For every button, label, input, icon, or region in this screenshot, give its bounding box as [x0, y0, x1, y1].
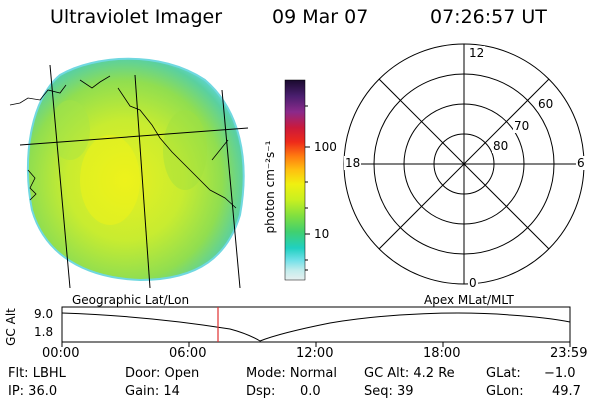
info-seq: Seq: 39	[364, 384, 414, 399]
info-flt: Flt: LBHL	[8, 366, 66, 381]
mlt-label-18: 18	[344, 156, 362, 170]
colorbar-ticks	[305, 105, 310, 271]
timeline-plot	[61, 306, 571, 347]
timeline-right-label: Apex MLat/MLT	[424, 293, 514, 307]
info-glon-label: GLon:	[486, 384, 524, 399]
timeline-xtick-2: 12:00	[296, 346, 334, 361]
timeline-xtick-1: 06:00	[169, 346, 207, 361]
lat-label-70: 70	[513, 119, 531, 133]
info-glat-value: −1.0	[544, 366, 576, 381]
time-label: 07:26:57 UT	[430, 6, 547, 28]
timeline-left-label: Geographic Lat/Lon	[72, 293, 190, 307]
info-gain: Gain: 14	[125, 384, 180, 399]
timeline-xtick-3: 18:00	[423, 346, 461, 361]
info-ip: IP: 36.0	[8, 384, 58, 399]
lat-label-80: 80	[492, 139, 510, 153]
info-door: Door: Open	[125, 366, 200, 381]
colorbar-tick-10: 10	[314, 227, 330, 241]
info-glon-value: 49.7	[552, 384, 581, 399]
mlt-label-12: 12	[468, 46, 486, 60]
timeline-x-ticks	[61, 342, 571, 347]
date-label: 09 Mar 07	[272, 6, 369, 28]
instrument-title: Ultraviolet Imager	[50, 6, 223, 28]
colorbar	[284, 79, 310, 281]
timeline-xtick-4: 23:59	[550, 346, 588, 361]
timeline-ytick-1-8: 1.8	[34, 325, 54, 339]
info-glat-label: GLat:	[486, 366, 521, 381]
timeline-ytick-9: 9.0	[34, 307, 54, 321]
info-mode: Mode: Normal	[246, 366, 337, 381]
uv-image-panel	[9, 57, 249, 289]
lat-lon-grid	[19, 64, 249, 289]
colorbar-unit-label: photon cm⁻²s⁻¹	[263, 140, 277, 234]
coastlines	[9, 75, 237, 209]
timeline-frame	[61, 306, 571, 343]
info-dsp-label: Dsp:	[246, 384, 276, 399]
mlt-label-0: 0	[468, 276, 478, 290]
colorbar-tick-100: 100	[314, 140, 337, 154]
lat-label-60: 60	[537, 97, 555, 111]
info-gc-alt: GC Alt: 4.2 Re	[364, 366, 455, 381]
info-dsp-value: 0.0	[300, 384, 321, 399]
emission-disc	[26, 57, 245, 282]
timeline-y-axis-label: GC Alt	[3, 308, 18, 346]
altitude-curve	[61, 312, 571, 342]
mlt-label-6: 6	[576, 156, 586, 170]
colorbar-fill	[284, 79, 306, 281]
timeline-xtick-0: 00:00	[42, 346, 80, 361]
polar-grid	[343, 43, 585, 285]
